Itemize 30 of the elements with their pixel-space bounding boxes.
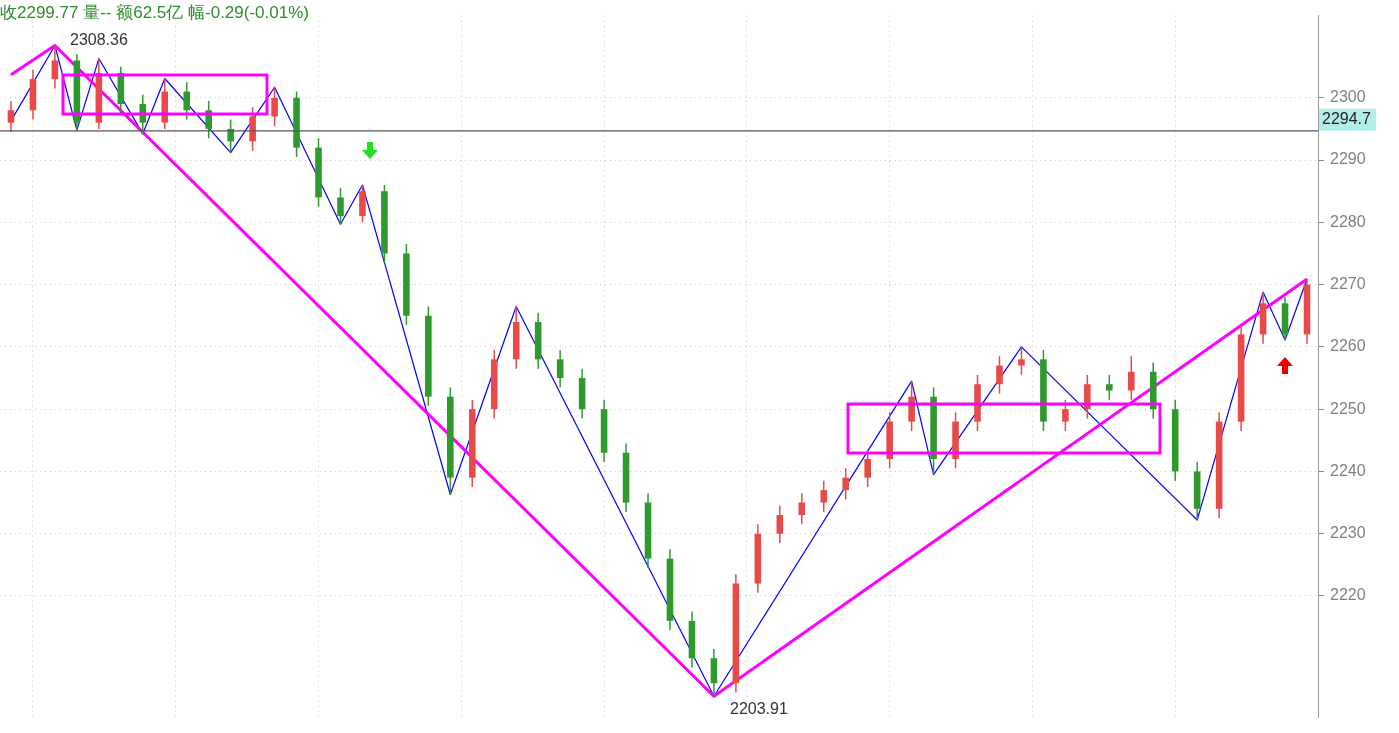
candlestick	[337, 187, 344, 225]
y-tick-label: 2270	[1330, 275, 1366, 293]
candlestick	[183, 81, 191, 121]
candlestick	[864, 448, 871, 488]
y-tick-label: 2230	[1330, 524, 1366, 542]
candlestick	[1018, 346, 1025, 376]
y-tick-label: 2290	[1330, 150, 1366, 168]
candlestick	[1062, 399, 1069, 432]
candlestick	[7, 100, 15, 133]
ref-line-label: 2294.7	[1322, 110, 1372, 128]
candlestick	[1127, 355, 1135, 401]
y-tick-label: 2280	[1330, 212, 1366, 230]
annotation: 2203.91	[730, 700, 788, 718]
candlestick	[271, 86, 278, 127]
candlestick	[227, 118, 234, 154]
candlestick	[776, 504, 784, 544]
candlestick	[51, 44, 59, 90]
y-tick-label: 2220	[1330, 586, 1366, 604]
candlestick	[842, 467, 850, 501]
candlestick	[556, 349, 564, 389]
candlestick	[820, 480, 828, 513]
candlestick	[996, 355, 1003, 395]
y-tick-label: 2260	[1330, 337, 1366, 355]
y-tick-label: 2300	[1330, 88, 1366, 106]
candlestick	[798, 492, 806, 526]
y-tick-label: 2240	[1330, 461, 1366, 479]
y-tick-label: 2250	[1330, 399, 1366, 417]
chart-title: 收2299.77 量-- 额62.5亿 幅-0.29(-0.01%)	[0, 1, 313, 24]
candlestick	[1106, 374, 1113, 401]
annotation: 2308.36	[70, 31, 128, 49]
